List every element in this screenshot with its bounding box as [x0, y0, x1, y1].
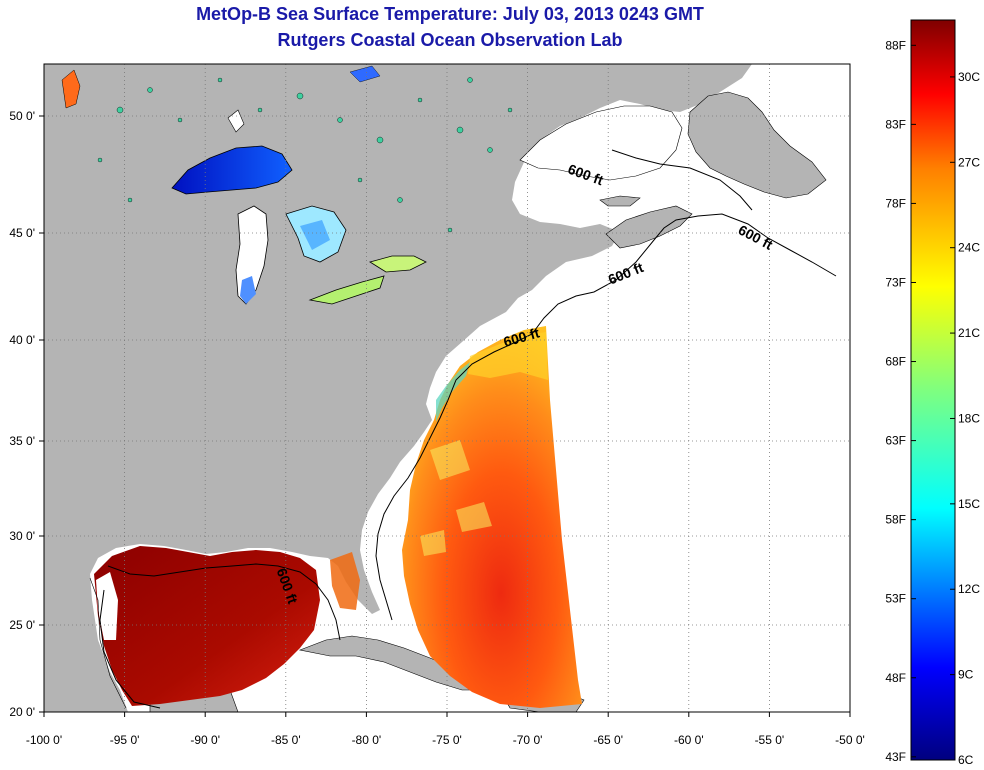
colorbar-c-label: 24C — [958, 241, 980, 255]
latitude-ticks: 20 0' 25 0' 30 0' 35 0' 40 0' 45 0' 50 0' — [9, 109, 44, 719]
lon-tick-label: -55 0' — [755, 733, 785, 747]
newfoundland-land — [687, 91, 827, 199]
florida-coast-sst — [330, 552, 360, 610]
pei-land — [599, 195, 641, 207]
coastal-cool-strip — [436, 362, 470, 422]
lon-tick-label: -60 0' — [674, 733, 704, 747]
lat-tick-label: 45 0' — [9, 226, 35, 240]
gulf-no-data-patch — [96, 572, 118, 640]
colorbar-celsius-labels: 30C 27C 24C 21C 18C 15C 12C 9C 6C — [950, 70, 980, 767]
lat-tick-label: 35 0' — [9, 434, 35, 448]
small-lakes — [97, 77, 513, 233]
lake-huron-sst — [300, 220, 330, 250]
lat-tick-label: 25 0' — [9, 618, 35, 632]
swath-outline — [89, 577, 127, 709]
atlantic-warm-band — [468, 332, 548, 380]
colorbar-f-label: 73F — [885, 275, 906, 289]
north-america-land — [44, 64, 752, 712]
lon-tick-label: -100 0' — [26, 733, 62, 747]
lon-tick-label: -75 0' — [432, 733, 462, 747]
lake-michigan-sst — [240, 276, 256, 304]
map-title: MetOp-B Sea Surface Temperature: July 03… — [196, 4, 704, 24]
lon-tick-label: -65 0' — [593, 733, 623, 747]
colorbar-c-label: 21C — [958, 326, 980, 340]
colorbar — [910, 19, 956, 761]
gulf-sst — [94, 546, 320, 706]
colorbar-f-label: 88F — [885, 38, 906, 52]
colorbar-f-label: 78F — [885, 196, 906, 210]
nova-scotia-land — [605, 205, 693, 249]
lake-hudson-top — [349, 65, 381, 83]
longitude-ticks: -100 0' -95 0' -90 0' -85 0' -80 0' -75 0' -70… — [26, 712, 865, 747]
colorbar-f-label: 58F — [885, 513, 906, 527]
colorbar-c-label: 15C — [958, 497, 980, 511]
lake-erie — [308, 275, 385, 305]
colorbar-c-label: 30C — [958, 70, 980, 84]
st-lawrence-water — [519, 105, 683, 181]
isobath-600ft-atlantic — [375, 213, 837, 621]
colorbar-c-label: 18C — [958, 411, 980, 425]
colorbar-fahrenheit-labels: 88F 83F 78F 73F 68F 63F 58F 53F 48F 43F — [885, 38, 916, 764]
lon-tick-label: -70 0' — [513, 733, 543, 747]
lake-superior — [171, 145, 293, 195]
colorbar-c-label: 9C — [958, 668, 974, 682]
atlantic-cool-patches — [420, 440, 492, 556]
lat-tick-label: 30 0' — [9, 529, 35, 543]
lon-tick-label: -95 0' — [110, 733, 140, 747]
colorbar-f-label: 53F — [885, 592, 906, 606]
colorbar-f-label: 63F — [885, 434, 906, 448]
colorbar-f-label: 43F — [885, 750, 906, 764]
lake-ontario — [369, 255, 427, 273]
map-grid — [44, 64, 850, 712]
colorbar-f-label: 48F — [885, 671, 906, 685]
lon-tick-label: -80 0' — [352, 733, 382, 747]
lon-tick-label: -85 0' — [271, 733, 301, 747]
colorbar-c-label: 6C — [958, 753, 974, 767]
isobath-600ft-shelf-north — [611, 149, 753, 211]
isobath-600ft-gulf-west — [99, 589, 161, 709]
colorbar-f-label: 68F — [885, 355, 906, 369]
lon-tick-label: -90 0' — [190, 733, 220, 747]
isobath-600ft-gulf — [107, 563, 341, 641]
lat-tick-label: 50 0' — [9, 109, 35, 123]
lat-tick-label: 40 0' — [9, 333, 35, 347]
colorbar-c-label: 12C — [958, 582, 980, 596]
lake-nipigon — [227, 109, 245, 133]
map-subtitle: Rutgers Coastal Ocean Observation Lab — [277, 30, 623, 50]
lon-tick-label: -50 0' — [835, 733, 865, 747]
colorbar-f-label: 83F — [885, 117, 906, 131]
lake-winnipeg — [61, 69, 81, 109]
lat-tick-label: 20 0' — [9, 705, 35, 719]
colorbar-c-label: 27C — [958, 155, 980, 169]
